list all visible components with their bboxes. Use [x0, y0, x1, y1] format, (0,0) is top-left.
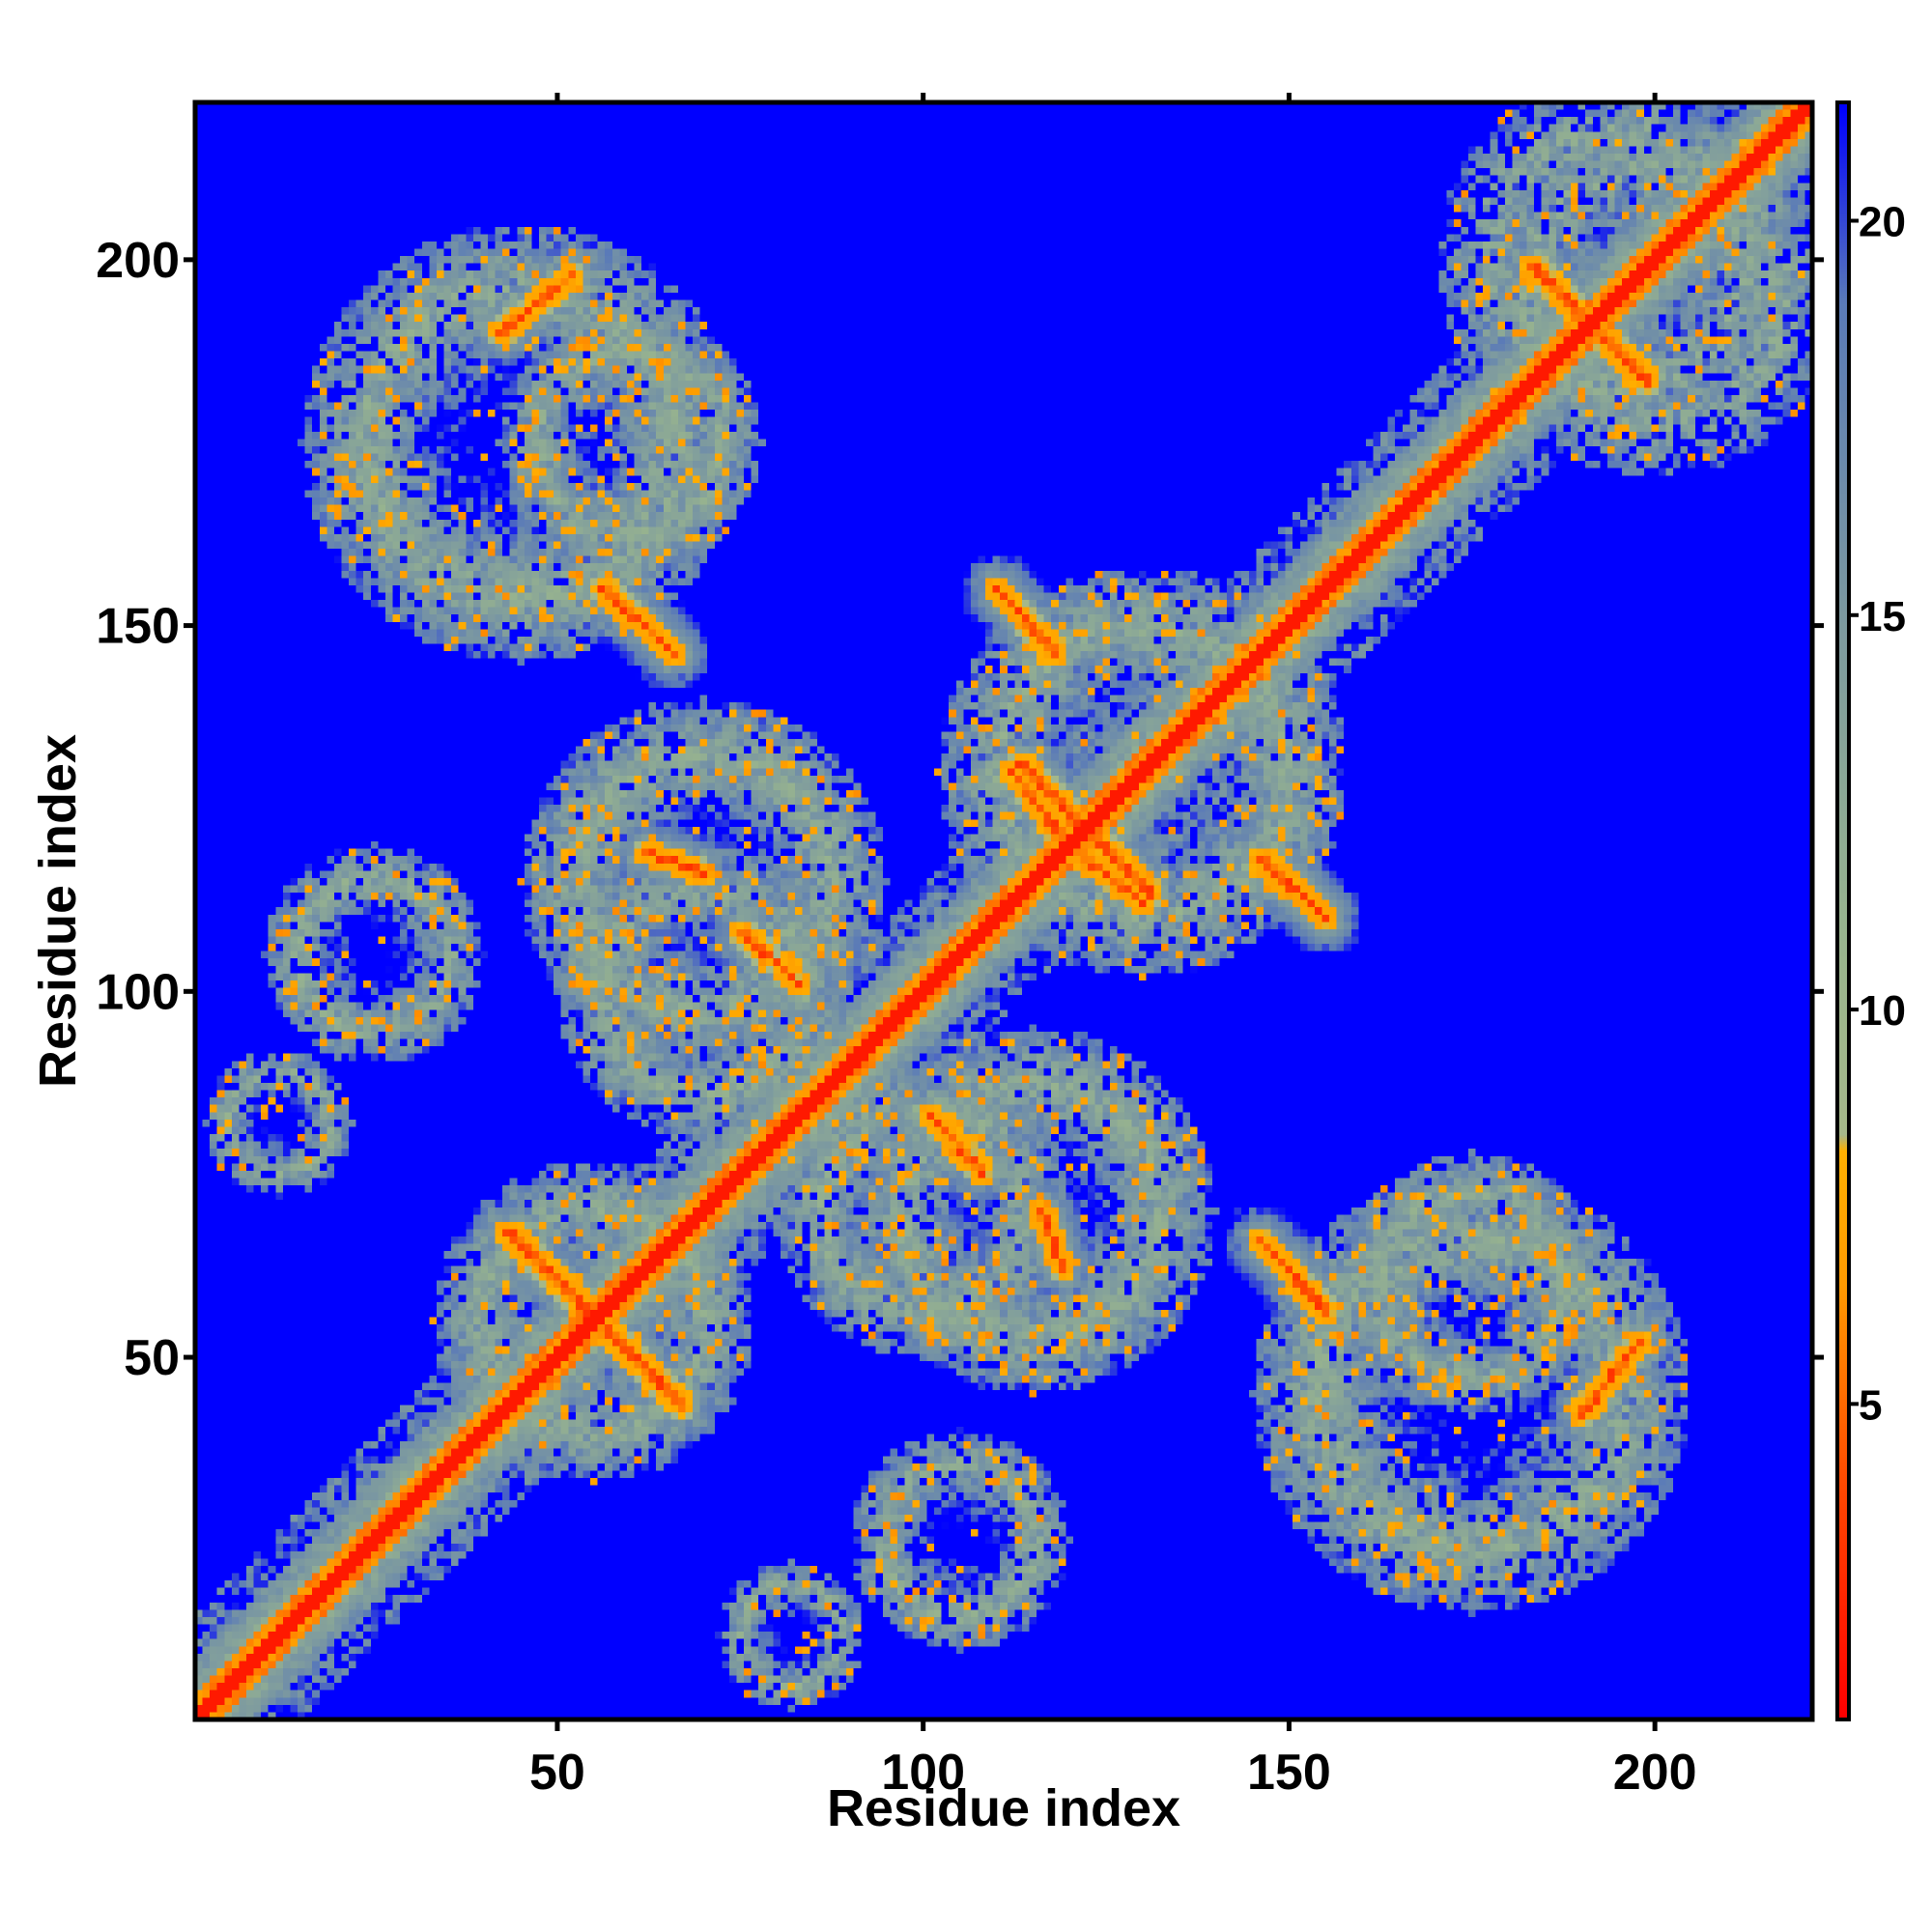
y-axis-ticks: 50 100 150 200	[96, 233, 195, 1386]
x-axis-ticks: 50 100 150 200	[529, 1719, 1697, 1801]
colorbar-tick-label: 10	[1859, 987, 1906, 1035]
x-tick-label: 200	[1613, 1745, 1697, 1801]
top-axis-ticks	[554, 93, 1658, 102]
colorbar-tick-label: 20	[1859, 198, 1906, 245]
colorbar-ticks: 5 10 15 20	[1849, 198, 1906, 1429]
x-tick-label: 100	[881, 1745, 965, 1801]
heatmap-grid	[195, 102, 1812, 1719]
y-tick-label: 100	[96, 964, 180, 1020]
y-tick-label: 150	[96, 599, 180, 655]
y-tick-label: 200	[96, 233, 180, 289]
x-axis-label: Residue index	[827, 1779, 1180, 1837]
colorbar-tick-label: 15	[1859, 593, 1906, 640]
x-tick-label: 150	[1247, 1745, 1331, 1801]
right-axis-ticks	[1812, 257, 1824, 1360]
y-axis-label: Residue index	[29, 734, 87, 1088]
plot-frame	[192, 99, 1815, 1722]
x-tick-label: 50	[529, 1745, 585, 1801]
colorbar-frame	[1835, 100, 1851, 1721]
colorbar-tick-label: 5	[1859, 1381, 1882, 1429]
colorbar-gradient	[1837, 102, 1849, 1719]
y-tick-label: 50	[124, 1330, 180, 1386]
